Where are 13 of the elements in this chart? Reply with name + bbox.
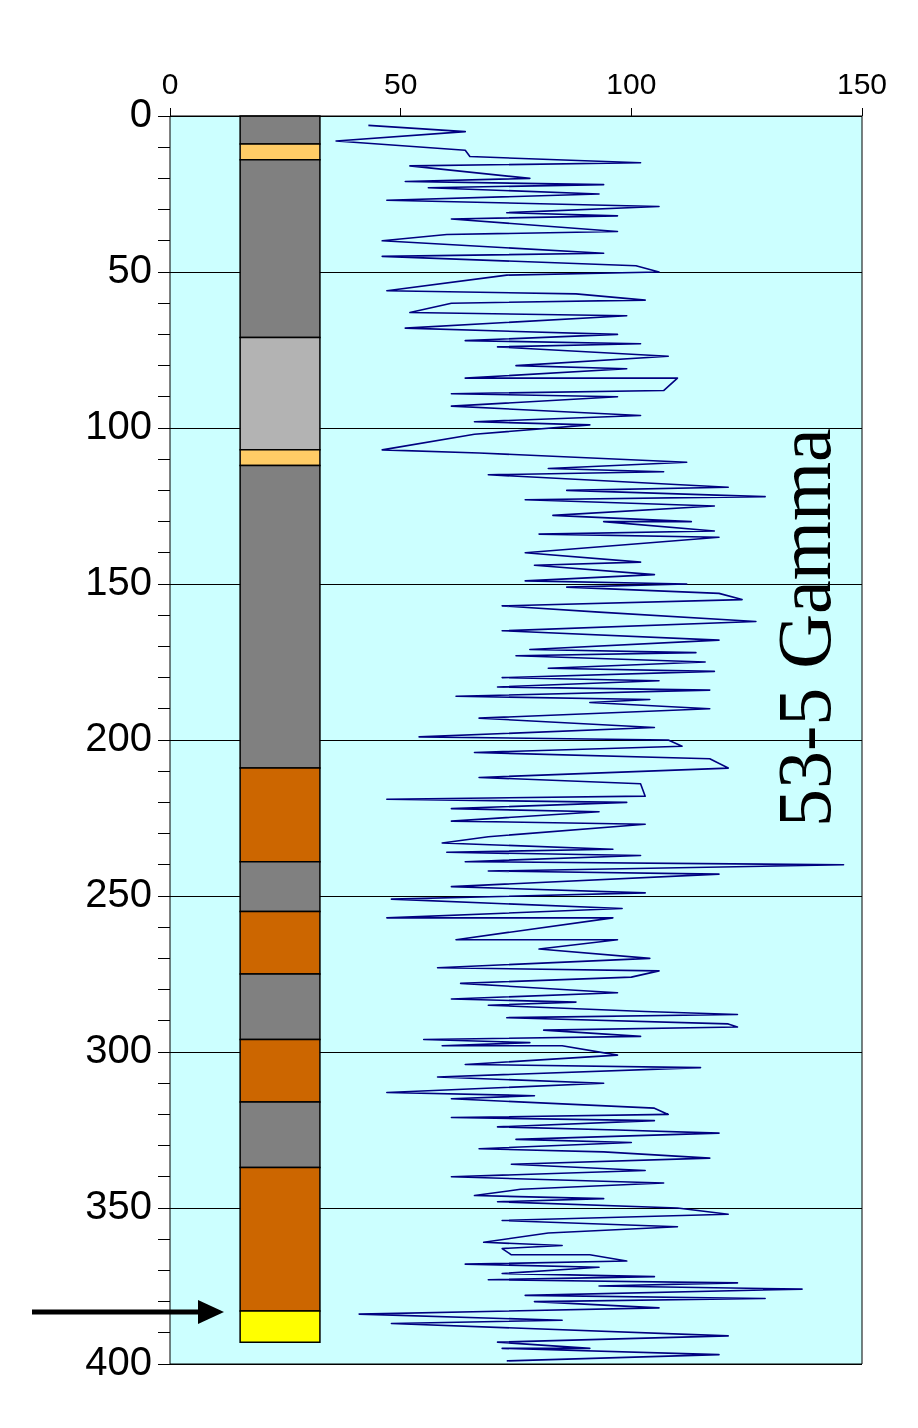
y-tick-label: 400 <box>85 1339 152 1384</box>
y-tick-label: 150 <box>85 559 152 604</box>
y-tick-label: 250 <box>85 871 152 916</box>
x-tick-label: 150 <box>836 67 888 101</box>
x-tick-label: 50 <box>383 67 418 101</box>
x-tick-label: 100 <box>606 67 657 101</box>
text: 53-5 Gamma <box>761 428 846 828</box>
y-tick-label: 200 <box>85 715 152 760</box>
y-tick-label: 350 <box>85 1183 152 1228</box>
x-tick-label: 0 <box>161 67 179 101</box>
y-tick-label: 50 <box>107 247 152 292</box>
y-tick-label: 100 <box>85 403 152 448</box>
y-tick-label: 300 <box>85 1027 152 1072</box>
